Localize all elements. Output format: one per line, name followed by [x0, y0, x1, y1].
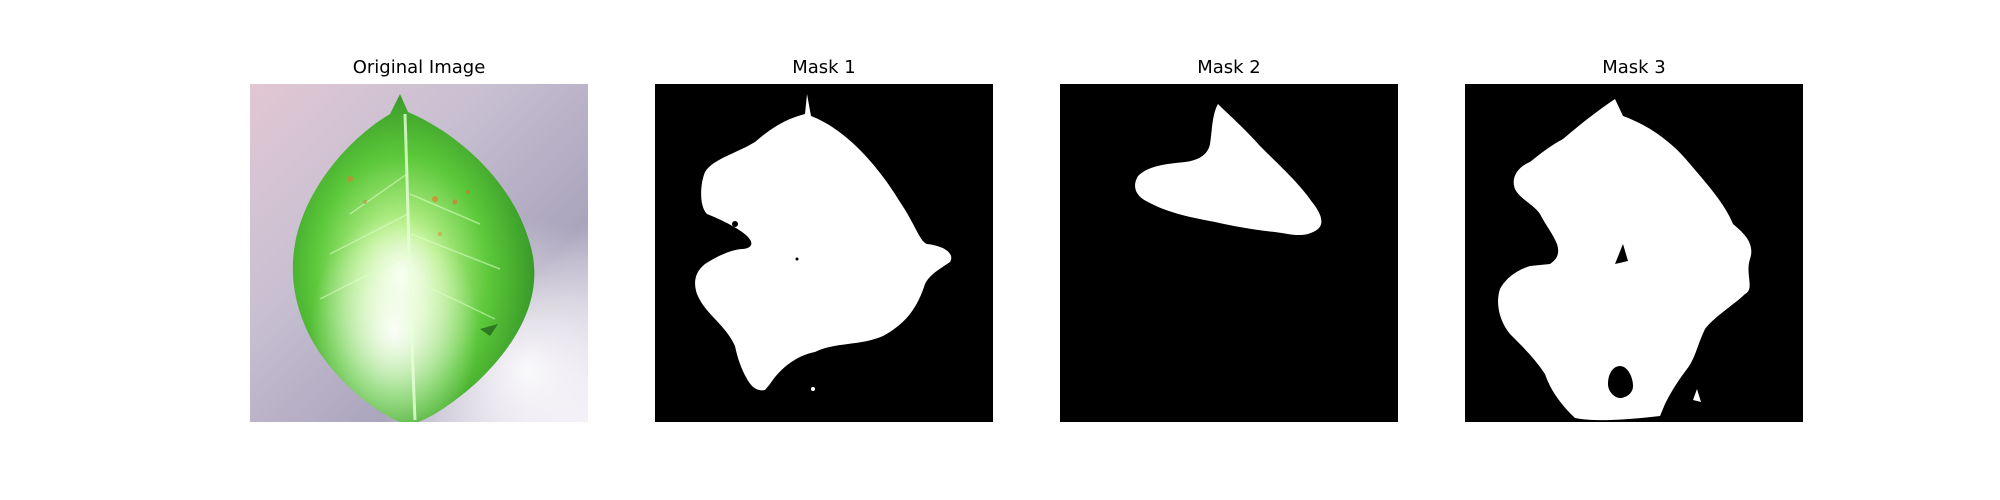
panel-title: Mask 1	[792, 57, 856, 78]
panel-mask-1: Mask 1	[655, 56, 993, 422]
panel-mask-2: Mask 2	[1060, 56, 1398, 422]
panel-original-image: Original Image	[250, 56, 588, 422]
panel-mask-3: Mask 3	[1465, 56, 1803, 422]
panel-title: Mask 3	[1602, 57, 1666, 78]
mask-3-image	[1465, 84, 1803, 422]
leaf-photo	[250, 84, 588, 422]
mask-1-image	[655, 84, 993, 422]
mask-2-image	[1060, 84, 1398, 422]
panel-title: Original Image	[352, 57, 486, 78]
panel-title: Mask 2	[1197, 57, 1261, 78]
